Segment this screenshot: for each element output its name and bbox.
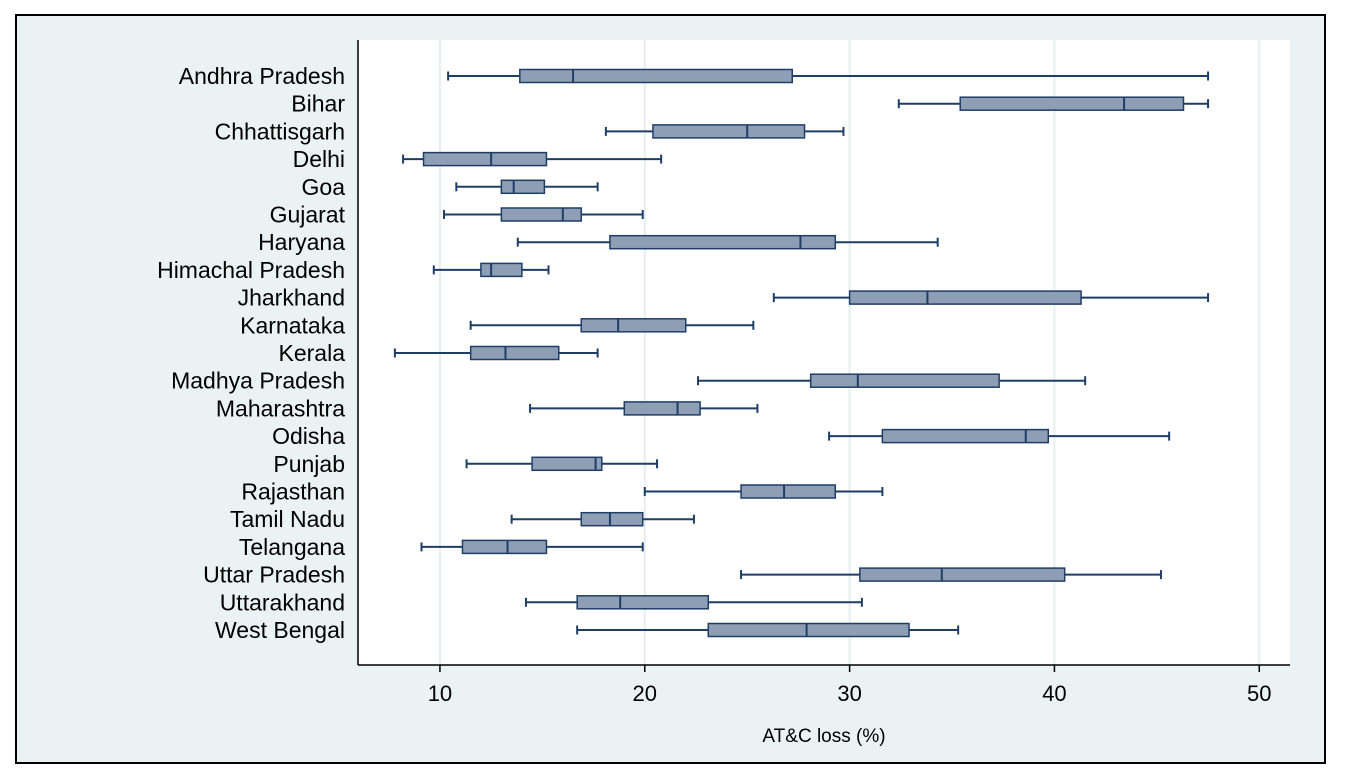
box-series <box>393 68 1210 638</box>
box-bihar <box>897 96 1210 111</box>
box-goa <box>455 179 599 195</box>
category-label: Karnataka <box>240 312 345 338</box>
category-label: Odisha <box>272 423 345 449</box>
box-odisha <box>828 428 1171 444</box>
iqr-box <box>881 428 1050 444</box>
box-west-bengal <box>576 622 960 638</box>
iqr-box <box>500 179 546 195</box>
iqr-box <box>461 539 548 555</box>
box-karnataka <box>469 318 755 333</box>
iqr-box <box>519 68 794 84</box>
box-gujarat <box>443 207 644 222</box>
x-axis-title: AT&C loss (%) <box>762 726 885 747</box>
category-label: Delhi <box>293 146 345 172</box>
category-labels: Andhra PradeshBiharChhattisgarhDelhiGoaG… <box>157 63 346 643</box>
iqr-box <box>623 401 701 416</box>
iqr-box <box>959 96 1185 111</box>
category-label: Bihar <box>291 91 345 117</box>
iqr-box <box>740 484 837 499</box>
box-tamil-nadu <box>510 511 695 527</box>
x-tick-label: 10 <box>428 681 452 706</box>
iqr-box <box>576 595 710 610</box>
category-label: Haryana <box>258 229 345 255</box>
box-telangana <box>420 539 644 555</box>
box-himachal-pradesh <box>432 262 550 278</box>
iqr-box <box>809 373 1000 388</box>
box-chhattisgarh <box>604 124 845 139</box>
category-label: Madhya Pradesh <box>171 368 345 394</box>
box-kerala <box>393 345 599 361</box>
category-label: Gujarat <box>270 202 346 228</box>
x-tick-label: 40 <box>1042 681 1066 706</box>
box-uttar-pradesh <box>740 567 1162 582</box>
iqr-box <box>848 290 1082 305</box>
box-delhi <box>402 151 663 167</box>
box-maharashtra <box>529 401 759 416</box>
category-label: Himachal Pradesh <box>157 257 345 283</box>
grid-lines <box>438 40 1261 665</box>
axes: 10 20 30 40 50 <box>357 40 1290 706</box>
box-haryana <box>516 234 939 250</box>
category-label: Punjab <box>273 451 345 477</box>
box-jharkhand <box>772 290 1210 305</box>
category-label: Telangana <box>239 534 345 560</box>
category-label: Uttar Pradesh <box>203 562 345 588</box>
iqr-box <box>580 511 644 527</box>
x-tick-label: 30 <box>837 681 861 706</box>
category-label: Tamil Nadu <box>230 506 345 532</box>
iqr-box <box>469 345 560 361</box>
iqr-box <box>422 151 548 167</box>
iqr-box <box>609 234 837 250</box>
category-label: Jharkhand <box>238 285 345 311</box>
category-label: Goa <box>302 174 346 200</box>
box-madhya-pradesh <box>697 373 1087 388</box>
iqr-box <box>480 262 523 278</box>
box-punjab <box>465 456 659 472</box>
iqr-box <box>859 567 1066 582</box>
category-label: Rajasthan <box>241 479 345 505</box>
category-label: Andhra Pradesh <box>179 63 345 89</box>
category-label: West Bengal <box>215 617 345 643</box>
box-andhra-pradesh <box>447 68 1210 84</box>
box-rajasthan <box>643 484 884 499</box>
category-label: Chhattisgarh <box>215 118 345 144</box>
category-label: Maharashtra <box>216 395 345 421</box>
iqr-box <box>652 124 806 139</box>
box-uttarakhand <box>524 595 863 610</box>
x-tick-label: 50 <box>1247 681 1271 706</box>
category-label: Uttarakhand <box>220 589 345 615</box>
iqr-box <box>500 207 583 222</box>
category-label: Kerala <box>279 340 346 366</box>
x-tick-label: 20 <box>633 681 657 706</box>
iqr-box <box>707 622 910 638</box>
iqr-box <box>580 318 687 333</box>
iqr-box <box>531 456 603 472</box>
